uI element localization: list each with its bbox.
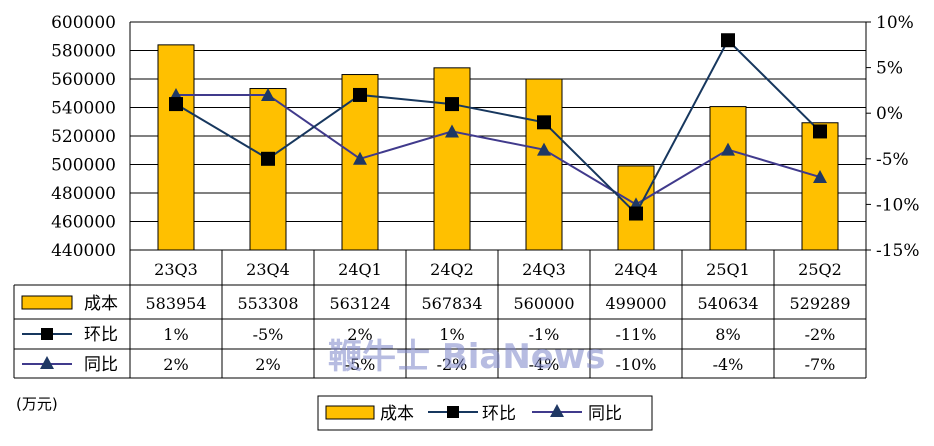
point-triangle-marker <box>353 151 367 165</box>
line-series <box>169 33 827 221</box>
series-line-同比 <box>176 93 821 206</box>
row-key-bar <box>21 295 73 310</box>
table-cell-value: -11% <box>616 325 657 344</box>
y-left-tick-label: 580000 <box>51 42 116 62</box>
bar <box>801 122 839 251</box>
table-cell-value: 567834 <box>421 294 482 313</box>
bar-series <box>157 44 839 251</box>
row-key-square <box>41 328 53 340</box>
table-cell-value: -5% <box>253 325 284 344</box>
y-left-tick-label: 480000 <box>51 184 116 204</box>
category-label: 24Q3 <box>522 260 566 279</box>
legend-label: 成本 <box>380 404 414 424</box>
y-right-tick-label: 5% <box>876 59 903 79</box>
category-label: 24Q2 <box>430 260 474 279</box>
table-cell-value: -7% <box>805 355 836 374</box>
bar <box>433 67 471 251</box>
legend-key-square <box>447 406 459 418</box>
gridlines <box>130 21 866 251</box>
legend-box <box>317 395 653 431</box>
bar <box>709 106 747 251</box>
table-cell-value: -5% <box>345 355 376 374</box>
category-label: 23Q3 <box>154 260 198 279</box>
category-label: 24Q4 <box>614 260 658 279</box>
table-cell-value: -4% <box>529 355 560 374</box>
y-left-tick-label: 600000 <box>51 13 116 33</box>
table-cell-value: 8% <box>715 325 740 344</box>
point-square-marker <box>629 206 643 221</box>
table-cell-value: 529289 <box>789 294 850 313</box>
bar <box>525 78 563 251</box>
y-left-tick-label: 460000 <box>51 213 116 233</box>
data-table: 23Q3 23Q4 24Q1 24Q2 24Q3 24Q4 25Q1 25Q2 583954 55… <box>13 249 867 379</box>
legend-label: 环比 <box>482 404 516 424</box>
bar <box>249 88 287 251</box>
unit-label: (万元) <box>16 395 58 413</box>
table-cell-value: 1% <box>163 325 188 344</box>
series-line-环比 <box>175 38 821 216</box>
table-cell-value: -1% <box>529 325 560 344</box>
y-right-tick-label: 10% <box>876 13 914 33</box>
point-square-marker <box>353 87 367 102</box>
point-triangle-marker <box>261 87 275 101</box>
category-label: 23Q4 <box>246 260 290 279</box>
table-cell-value: 2% <box>347 325 372 344</box>
row-header-label: 环比 <box>84 325 118 345</box>
row-header-label: 成本 <box>84 294 118 314</box>
category-label: 25Q2 <box>798 260 842 279</box>
y-right-tick-label: -10% <box>876 195 920 215</box>
legend-key-bar <box>325 405 375 420</box>
point-square-marker <box>721 33 735 48</box>
table-cell-value: 583954 <box>145 294 206 313</box>
point-triangle-marker <box>721 142 735 156</box>
y-left-tick-label: 560000 <box>51 70 116 90</box>
y-right-tick-label: -5% <box>876 150 909 170</box>
table-cell-value: -10% <box>616 355 657 374</box>
bar <box>157 44 195 251</box>
table-cell-value: 2% <box>163 355 188 374</box>
point-triangle-marker <box>813 170 827 184</box>
y-right-tick-label: 0% <box>876 104 903 124</box>
point-square-marker <box>813 124 827 139</box>
point-triangle-marker <box>537 142 551 156</box>
table-cell-value: 1% <box>439 325 464 344</box>
y-left-tick-label: 500000 <box>51 156 116 176</box>
legend-key-triangle <box>550 404 564 417</box>
y-left-tick-label: 540000 <box>51 99 116 119</box>
point-square-marker <box>169 97 183 112</box>
table-cell-value: -2% <box>805 325 836 344</box>
table-cell-value: 499000 <box>605 294 666 313</box>
point-square-marker <box>445 97 459 112</box>
table-cell-value: 563124 <box>329 294 390 313</box>
table-cell-value: -4% <box>713 355 744 374</box>
y-left-tick-label: 520000 <box>51 127 116 147</box>
point-square-marker <box>261 151 275 166</box>
table-cell-value: 553308 <box>237 294 298 313</box>
table-cell-value: 560000 <box>513 294 574 313</box>
point-square-marker <box>537 115 551 130</box>
legend: 成本 环比 同比 <box>317 395 653 431</box>
table-cell-value: 540634 <box>697 294 758 313</box>
category-label: 25Q1 <box>706 260 750 279</box>
table-cell-value: -2% <box>437 355 468 374</box>
y-right-tick-label: -15% <box>876 241 920 261</box>
row-header-label: 同比 <box>84 355 118 375</box>
watermark: 鞭牛士 BiaNews <box>328 337 606 377</box>
axes: 440000 460000 480000 500000 520000 540000 5600… <box>51 13 919 261</box>
point-triangle-marker <box>445 124 459 138</box>
category-label: 24Q1 <box>338 260 382 279</box>
table-cell-value: 2% <box>255 355 280 374</box>
row-key-triangle <box>40 356 54 369</box>
legend-label: 同比 <box>588 404 622 424</box>
y-left-tick-label: 440000 <box>51 241 116 261</box>
